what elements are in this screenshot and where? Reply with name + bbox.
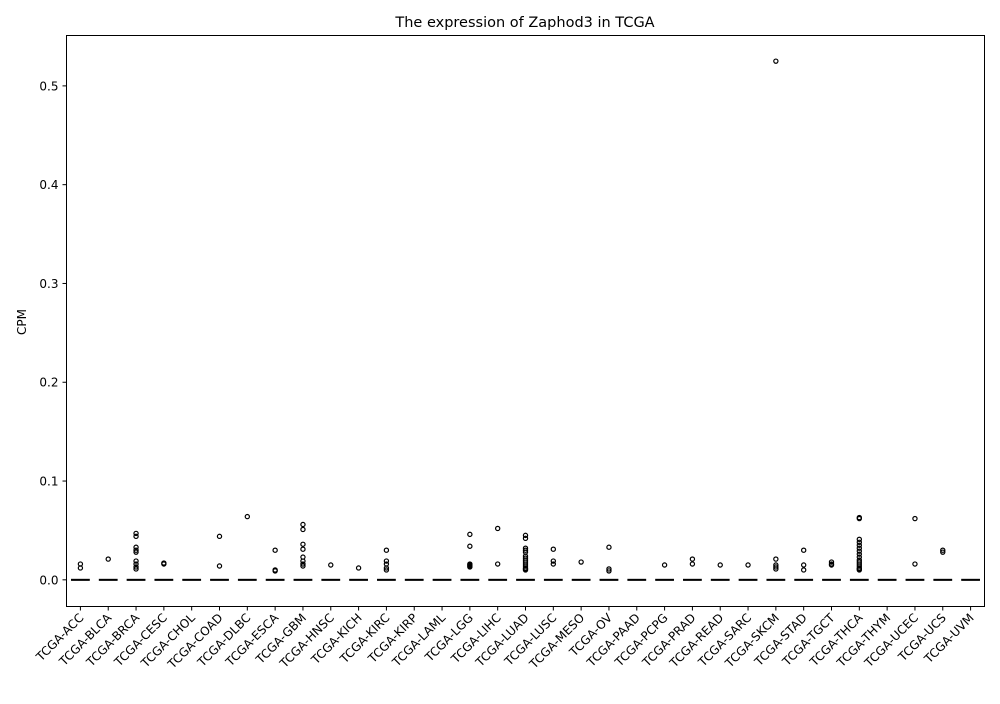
outlier-point: [689, 561, 696, 567]
outlier-point: [300, 526, 306, 533]
outlier-point: [773, 564, 779, 570]
outlier-point: [800, 562, 807, 568]
outlier-point: [856, 551, 863, 557]
outlier-point: [856, 539, 863, 545]
outlier-point: [606, 544, 612, 550]
outlier-point: [133, 564, 139, 570]
outlier-point: [383, 547, 390, 553]
outlier-point: [244, 513, 251, 520]
outlier-point: [940, 549, 946, 555]
outlier-point: [856, 536, 863, 543]
outlier-point: [383, 558, 390, 564]
outlier-point: [300, 521, 306, 528]
outlier-point: [133, 558, 139, 564]
plot-area: 0.00.10.20.30.40.5TCGA-ACCTCGA-BLCATCGA-…: [33, 58, 980, 672]
y-tick-label: 0.3: [39, 277, 58, 291]
outlier-point: [856, 554, 863, 560]
outlier-point: [773, 566, 779, 572]
outlier-point: [578, 559, 584, 565]
outlier-point: [300, 558, 306, 564]
outlier-point: [856, 545, 863, 551]
outlier-point: [800, 547, 807, 553]
outlier-point: [300, 546, 306, 552]
outlier-point: [856, 515, 863, 522]
outlier-point: [912, 515, 918, 522]
outlier-point: [522, 567, 529, 573]
outlier-point: [717, 562, 723, 568]
outlier-point: [689, 556, 696, 562]
y-tick-label: 0.2: [39, 376, 58, 390]
outlier-point: [272, 547, 278, 553]
y-tick-label: 0.4: [39, 178, 58, 192]
y-tick-label: 0.5: [39, 79, 58, 93]
outlier-point: [133, 561, 139, 567]
outlier-point: [606, 566, 612, 572]
outlier-point: [161, 561, 167, 567]
outlier-point: [77, 565, 84, 571]
y-tick-label: 0.1: [39, 475, 58, 489]
chart-title: The expression of Zaphod3 in TCGA: [394, 15, 654, 31]
outlier-point: [467, 531, 473, 538]
y-tick-label: 0.0: [39, 573, 58, 587]
y-axis-label: CPM: [15, 309, 29, 335]
outlier-point: [300, 563, 306, 569]
outlier-point: [300, 561, 306, 567]
outlier-point: [105, 556, 111, 562]
outlier-point: [133, 566, 139, 572]
outlier-point: [133, 544, 139, 550]
outlier-point: [494, 561, 501, 567]
outlier-point: [300, 541, 306, 547]
outlier-point: [773, 556, 779, 562]
outlier-point: [494, 525, 501, 532]
outlier-point: [912, 561, 918, 567]
outlier-point: [940, 547, 946, 553]
outlier-point: [467, 543, 473, 549]
outlier-point: [828, 559, 835, 565]
outlier-point: [133, 547, 139, 553]
outlier-point: [856, 548, 863, 554]
outlier-point: [550, 546, 557, 552]
outlier-point: [522, 532, 529, 539]
outlier-point: [856, 542, 863, 548]
outlier-point: [550, 558, 557, 564]
outlier-point: [800, 567, 807, 573]
plot-frame: [66, 35, 985, 607]
outlier-point: [216, 563, 223, 569]
outlier-point: [355, 565, 362, 571]
outlier-point: [773, 58, 779, 64]
outlier-point: [661, 562, 668, 568]
outlier-point: [133, 533, 139, 540]
outlier-point: [383, 565, 390, 571]
outlier-point: [216, 533, 223, 540]
outlier-point: [272, 568, 278, 574]
outlier-point: [828, 562, 835, 568]
outlier-point: [133, 530, 139, 537]
outlier-point: [606, 568, 612, 574]
outlier-point: [522, 547, 529, 553]
outlier-point: [745, 562, 751, 568]
outlier-point: [550, 561, 557, 567]
outlier-point: [383, 567, 390, 573]
outlier-point: [467, 564, 473, 570]
outlier-point: [856, 567, 863, 573]
outlier-point: [522, 535, 529, 542]
outlier-point: [328, 562, 334, 568]
outlier-point: [133, 549, 139, 555]
